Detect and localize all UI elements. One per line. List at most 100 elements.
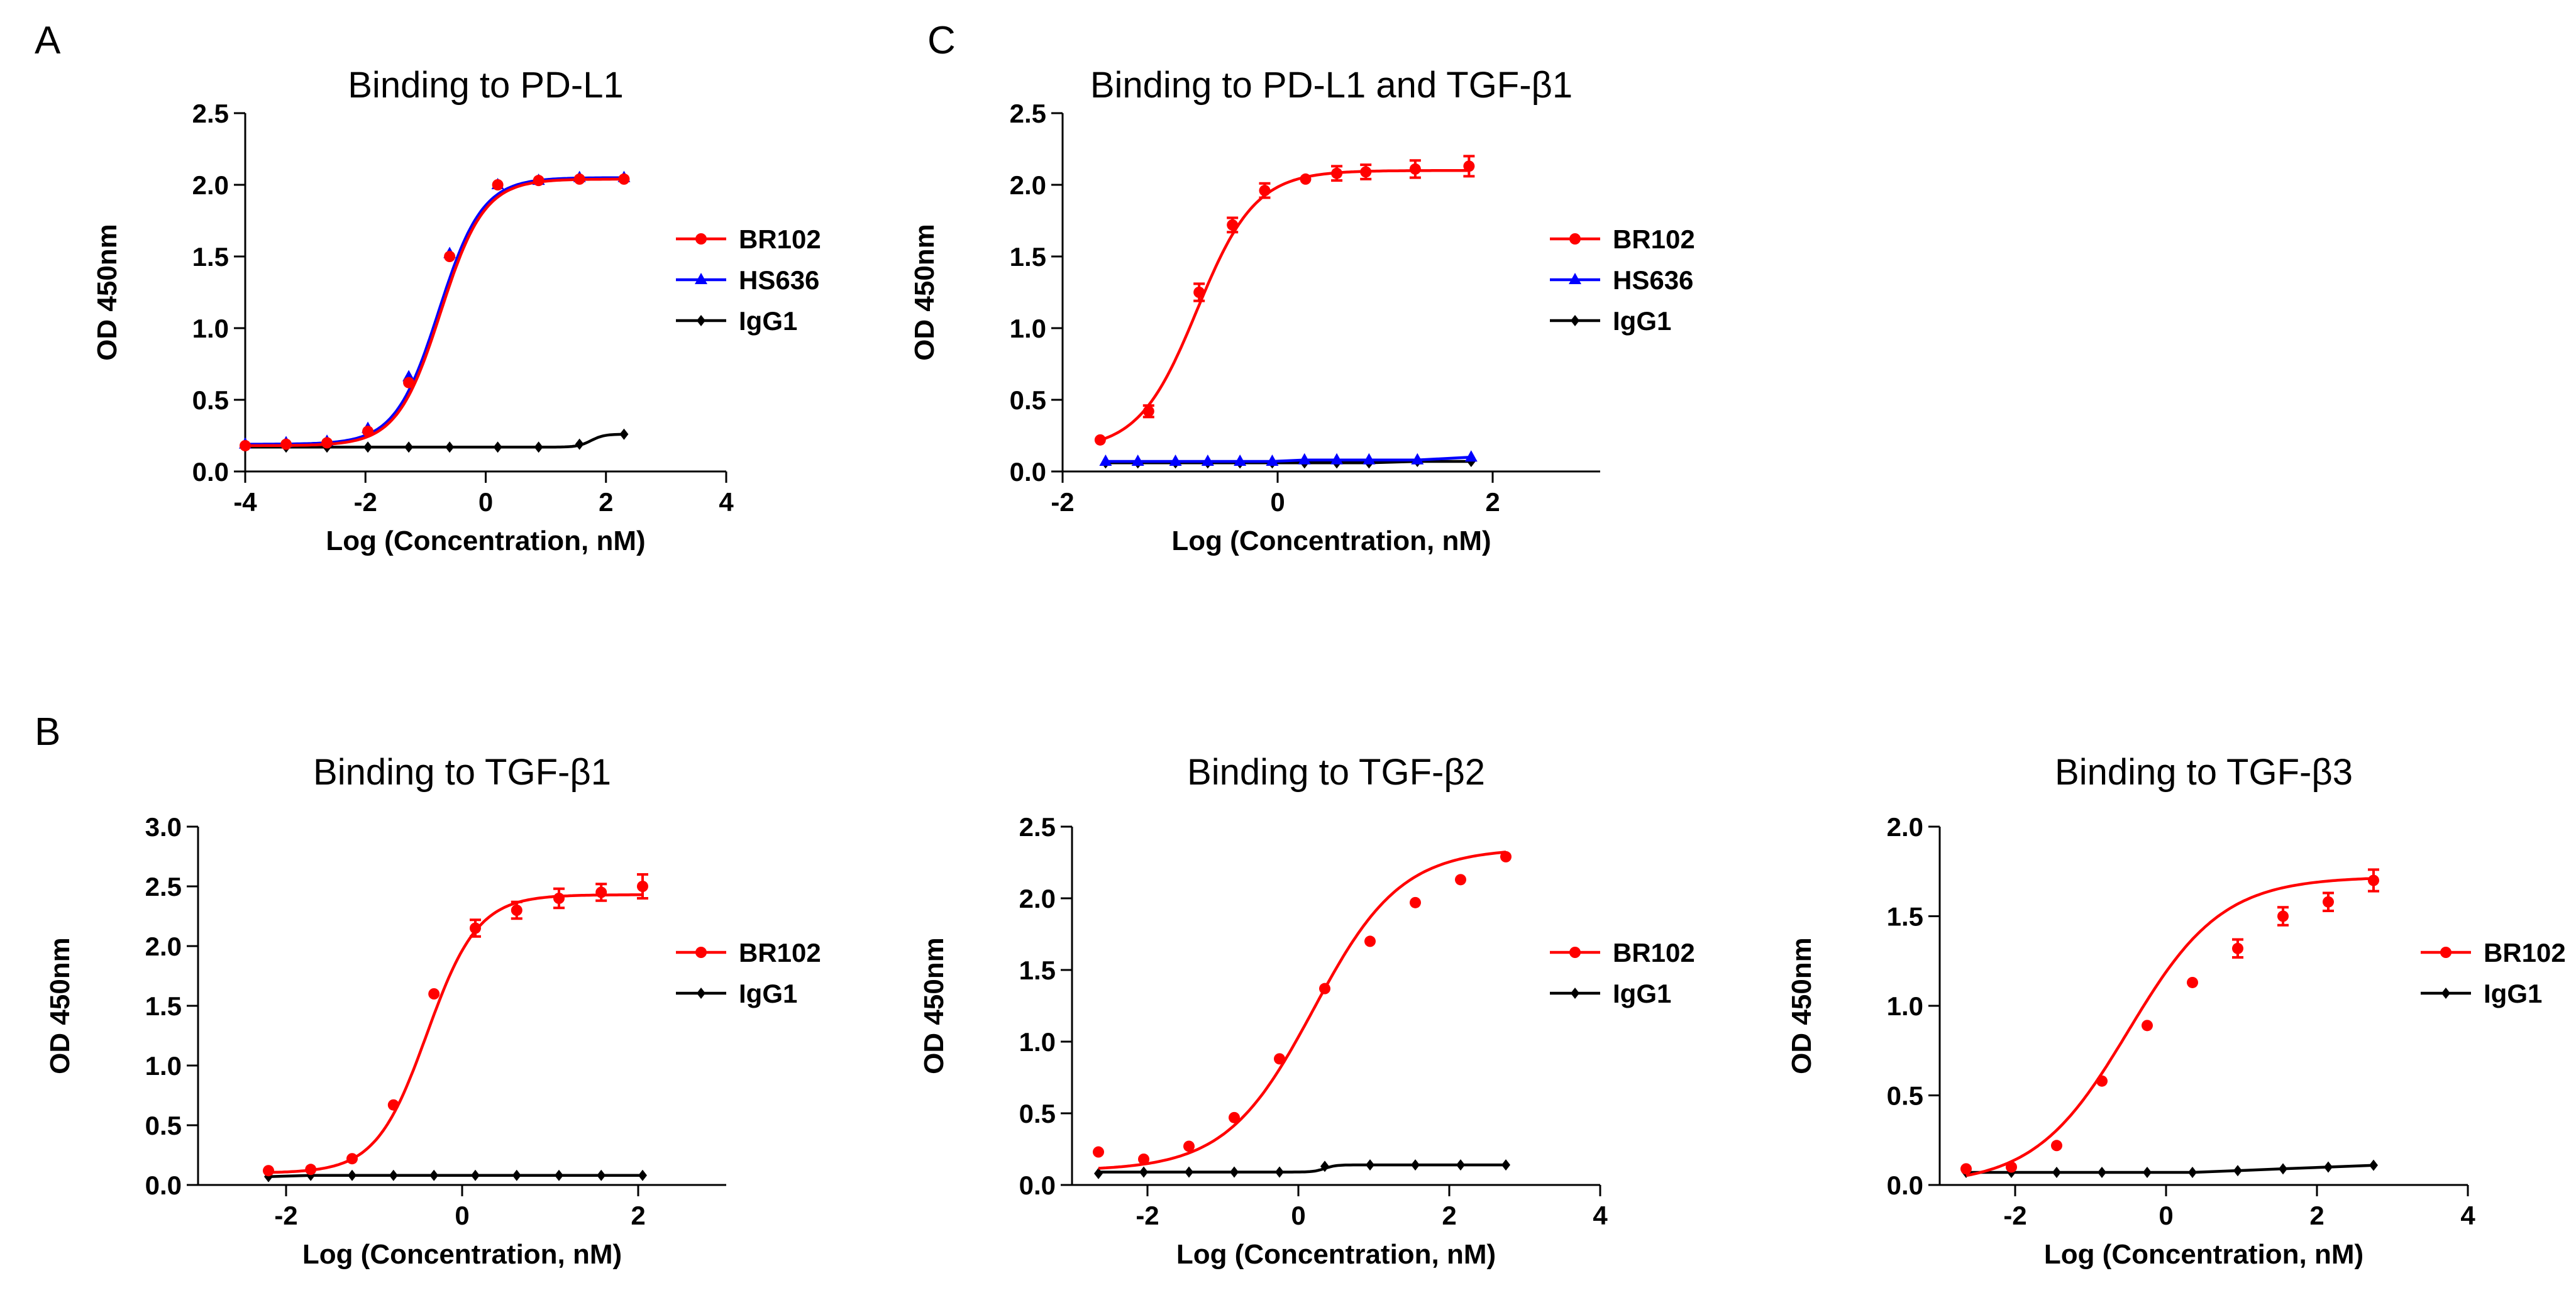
legend-marker xyxy=(697,988,705,999)
data-point xyxy=(362,426,374,438)
series-br102 xyxy=(1960,868,2379,1177)
series-line xyxy=(245,177,624,448)
x-tick-label: 0 xyxy=(455,1201,469,1230)
legend-marker xyxy=(1569,947,1581,958)
y-tick-label: 0.5 xyxy=(145,1111,182,1140)
legend-marker xyxy=(1569,273,1581,284)
legend-label-hs636: HS636 xyxy=(739,265,819,295)
chart-title: Binding to TGF-β1 xyxy=(313,752,611,793)
data-point xyxy=(1193,287,1205,298)
data-point xyxy=(321,437,333,449)
y-tick-label: 1.0 xyxy=(1887,991,1923,1021)
x-tick-label: 2 xyxy=(2309,1201,2324,1230)
data-point xyxy=(492,179,504,190)
data-point xyxy=(1094,434,1106,446)
series-br102 xyxy=(1094,155,1475,446)
legend-label-igg1: IgG1 xyxy=(739,306,797,336)
x-tick-label: -2 xyxy=(1136,1201,1159,1230)
series-line xyxy=(1100,168,1469,442)
legend-marker xyxy=(697,315,705,326)
data-point xyxy=(1266,454,1279,466)
data-point xyxy=(534,441,543,453)
data-point xyxy=(2142,1020,2153,1032)
y-tick-label: 0.5 xyxy=(192,385,229,415)
x-axis-label: Log (Concentration, nM) xyxy=(302,1239,622,1270)
data-point xyxy=(1099,454,1112,466)
data-point xyxy=(553,893,565,904)
data-point xyxy=(1411,1159,1420,1171)
data-point xyxy=(1463,160,1475,172)
chart-5: Binding to TGF-β3 0.0 0.5 1.0 1.5 2.0 -2 0 2 4 Log… xyxy=(1786,752,2566,1270)
y-axis-label: OD 450nm xyxy=(92,224,123,361)
data-point xyxy=(1960,1163,1972,1175)
legend-marker xyxy=(695,947,707,958)
legend-marker xyxy=(695,273,707,284)
x-tick-label: 4 xyxy=(1593,1201,1608,1230)
series-igg1 xyxy=(264,1169,647,1182)
legend: BR102 IgG1 xyxy=(1550,938,1695,1008)
data-point xyxy=(280,438,292,450)
series-hs636 xyxy=(239,170,631,449)
legend-marker xyxy=(1571,315,1579,326)
legend-marker xyxy=(2441,988,2450,999)
y-tick-label: 1.0 xyxy=(192,314,229,343)
chart-title: Binding to TGF-β3 xyxy=(2055,752,2353,793)
data-point xyxy=(2232,942,2243,954)
legend: BR102 HS636 IgG1 xyxy=(1550,224,1695,336)
y-tick-label: 0.0 xyxy=(192,457,229,487)
data-point xyxy=(1138,1153,1149,1165)
data-point xyxy=(263,1165,274,1177)
legend: BR102 HS636 IgG1 xyxy=(676,224,821,336)
data-point xyxy=(2277,910,2289,922)
data-point xyxy=(363,441,373,453)
series-line xyxy=(245,432,624,449)
y-tick-label: 1.5 xyxy=(192,242,229,272)
y-tick-label: 0.0 xyxy=(1887,1171,1923,1200)
data-point xyxy=(597,1169,606,1181)
data-point xyxy=(2006,1161,2017,1173)
data-point xyxy=(305,1164,317,1176)
chart-4: Binding to TGF-β2 0.0 0.5 1.0 1.5 2.0 2.5 -2 0 2 4… xyxy=(919,752,1695,1270)
x-tick-label: -2 xyxy=(354,487,377,517)
y-tick-label: 1.0 xyxy=(1019,1027,1056,1057)
y-tick-label: 0.0 xyxy=(145,1171,182,1200)
data-point xyxy=(533,175,544,187)
y-tick-label: 0.5 xyxy=(1010,385,1046,415)
x-tick-label: 2 xyxy=(631,1201,645,1230)
data-point xyxy=(1360,166,1372,178)
data-point xyxy=(1142,405,1154,417)
data-point xyxy=(1229,1111,1240,1123)
y-axis-label: OD 450nm xyxy=(45,937,75,1074)
chart-title: Binding to TGF-β2 xyxy=(1187,752,1485,793)
data-point xyxy=(638,1169,647,1181)
panel-letter-a: A xyxy=(35,19,61,62)
y-tick-label: 1.5 xyxy=(1019,956,1056,985)
data-point xyxy=(1201,454,1214,466)
data-point xyxy=(2098,1167,2106,1179)
y-tick-label: 2.0 xyxy=(192,170,229,200)
series-br102 xyxy=(1093,851,1512,1170)
y-tick-label: 2.0 xyxy=(1019,884,1056,913)
data-point xyxy=(1366,1159,1374,1171)
x-axis-label: Log (Concentration, nM) xyxy=(2044,1239,2363,1270)
panel-letter-b: B xyxy=(35,710,60,754)
data-point xyxy=(2188,1167,2197,1179)
y-tick-label: 1.5 xyxy=(1010,242,1046,272)
y-axis-label: OD 450nm xyxy=(909,224,940,361)
x-axis-label: Log (Concentration, nM) xyxy=(326,526,645,556)
legend: BR102 IgG1 xyxy=(676,938,821,1008)
data-point xyxy=(1455,874,1466,886)
y-tick-label: 2.5 xyxy=(1010,99,1046,128)
legend-label-igg1: IgG1 xyxy=(1613,979,1671,1008)
series-line xyxy=(268,893,643,1174)
legend-label-igg1: IgG1 xyxy=(739,979,797,1008)
data-point xyxy=(1330,453,1344,465)
data-point xyxy=(444,251,456,262)
data-point xyxy=(2143,1167,2152,1179)
x-tick-label: 2 xyxy=(1485,487,1500,517)
data-point xyxy=(1501,1159,1510,1171)
y-tick-label: 0.0 xyxy=(1019,1171,1056,1200)
data-point xyxy=(1331,167,1343,179)
x-axis-label: Log (Concentration, nM) xyxy=(1171,526,1491,556)
y-tick-label: 2.5 xyxy=(1019,812,1056,842)
